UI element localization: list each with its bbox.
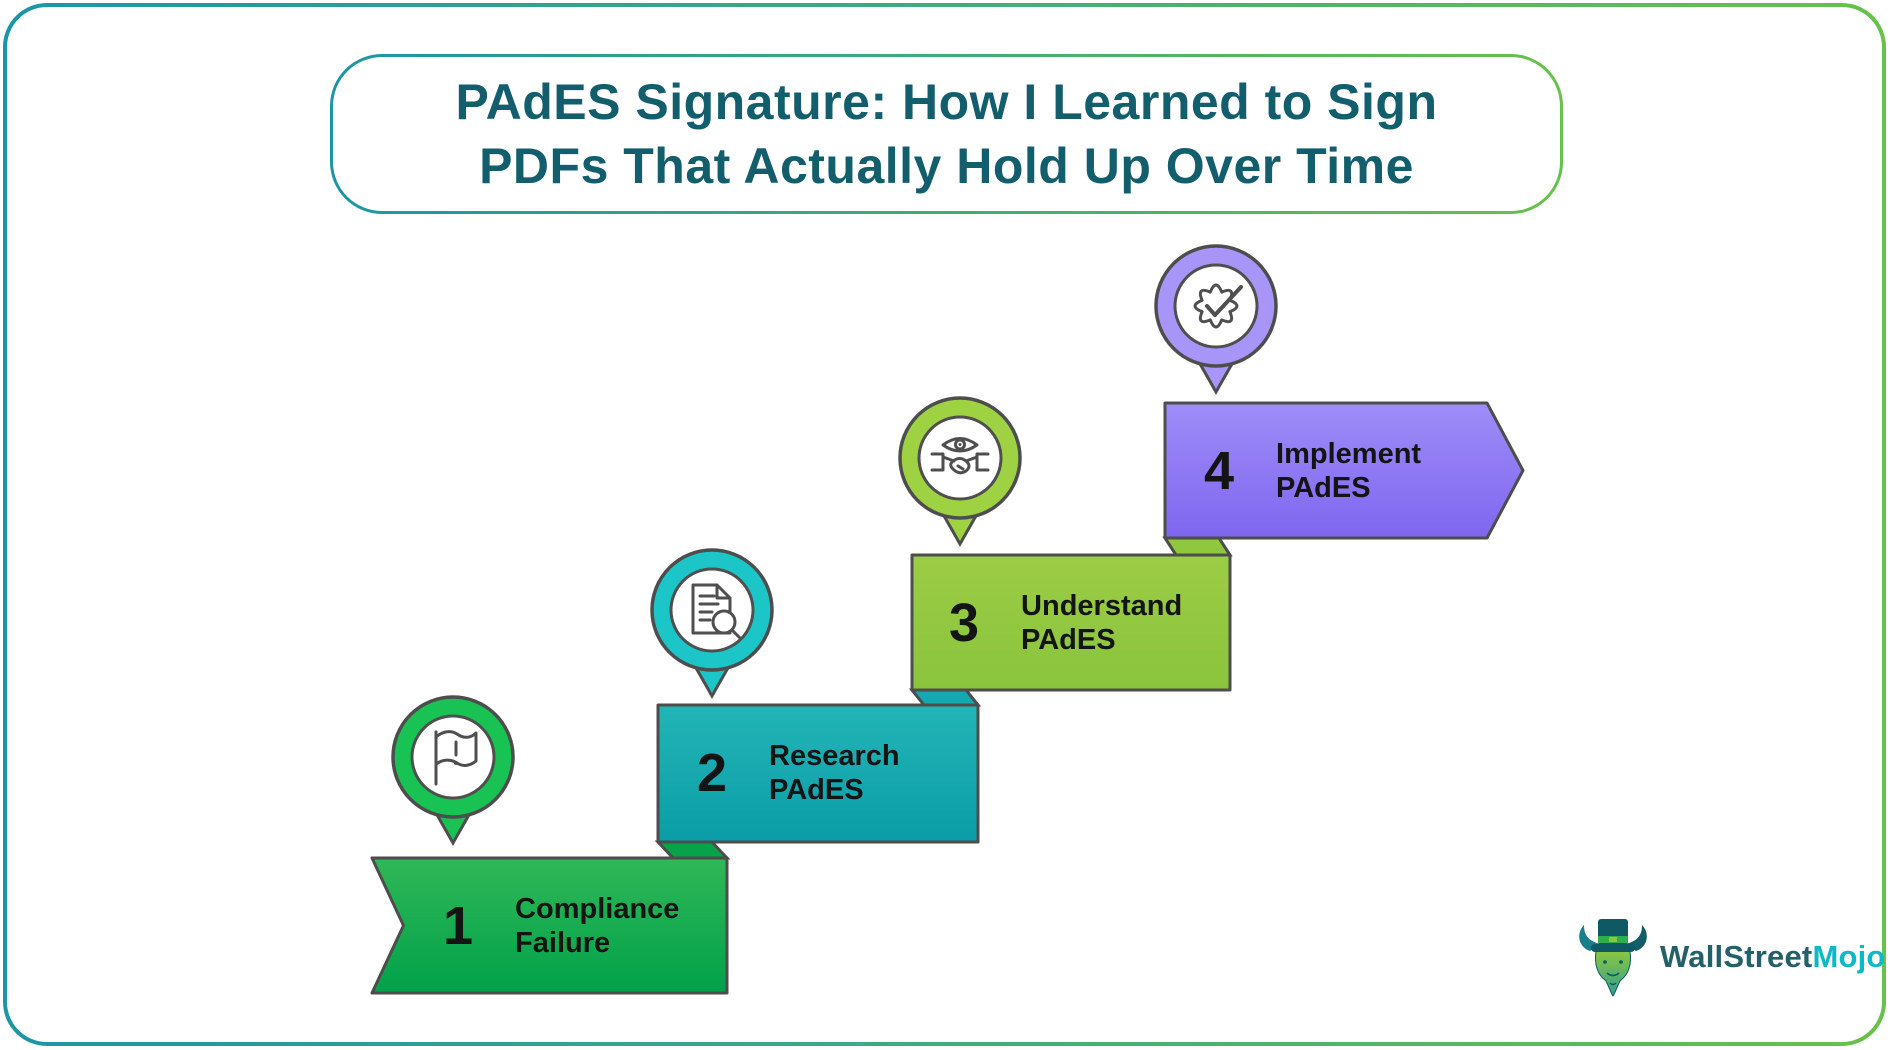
step-pin-1	[391, 695, 515, 847]
step-banner-4	[1163, 401, 1525, 540]
brand-name: WallStreetMojo	[1660, 939, 1886, 975]
step-1-text: 1 Compliance Failure	[372, 858, 798, 993]
brand-name-part1: WallStreet	[1660, 939, 1813, 974]
step-2-label: Research PAdES	[769, 739, 900, 806]
brand-name-part2: Mojo	[1812, 939, 1886, 974]
title-box: PAdES Signature: How I Learned to Sign P…	[330, 54, 1563, 214]
step-1-label: Compliance Failure	[515, 892, 680, 959]
title-box-inner: PAdES Signature: How I Learned to Sign P…	[333, 57, 1560, 211]
step-3-number: 3	[949, 592, 980, 653]
step-2-text: 2 Research PAdES	[658, 705, 1017, 840]
step-pin-2	[650, 548, 774, 700]
step-pin-3	[898, 396, 1022, 548]
step-4-number: 4	[1204, 440, 1235, 501]
step-banner-3	[910, 553, 1232, 692]
eye-handshake-icon	[930, 437, 990, 475]
gear-check-icon	[1193, 283, 1243, 329]
fold-step2-step3	[908, 688, 982, 707]
fold-step1-step2	[654, 840, 731, 860]
wallstreetmojo-logo: WallStreetMojo	[1576, 916, 1886, 998]
fold-step3-step4	[1162, 536, 1233, 557]
document-search-icon	[691, 583, 742, 640]
step-4-label: Implement PAdES	[1276, 437, 1422, 504]
step-pin-4	[1154, 244, 1278, 396]
flag-exclamation-icon	[434, 730, 478, 786]
step-2-number: 2	[697, 742, 728, 803]
step-3-text: 3 Understand PAdES	[912, 555, 1267, 690]
bull-icon	[1579, 919, 1647, 997]
step-banner-1	[370, 856, 729, 995]
page-title-line-1: PAdES Signature: How I Learned to Sign	[455, 74, 1438, 130]
step-1-number: 1	[443, 895, 474, 956]
page-title-line-2: PDFs That Actually Hold Up Over Time	[479, 138, 1414, 194]
step-3-label: Understand PAdES	[1021, 589, 1183, 656]
step-4-text: 4 Implement PAdES	[1165, 403, 1527, 538]
step-banner-2	[656, 703, 980, 844]
